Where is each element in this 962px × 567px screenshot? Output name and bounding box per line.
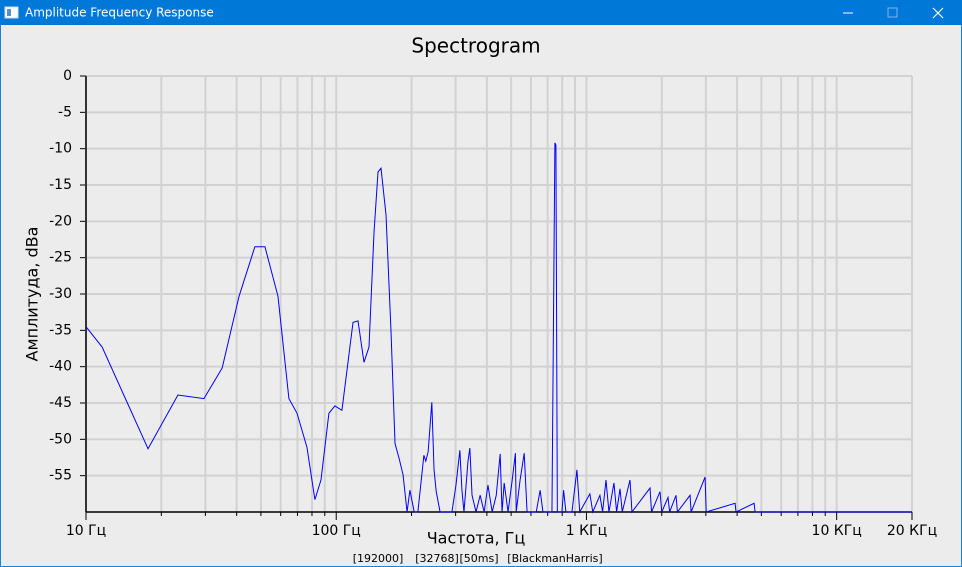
status-text: [192000]	[353, 552, 404, 565]
title-bar	[0, 0, 962, 25]
close-button[interactable]	[932, 7, 944, 19]
status-text: [32768]	[415, 552, 459, 565]
x-tick-label: 10 Гц	[66, 523, 106, 539]
y-tick-label: -35	[49, 322, 72, 338]
status-text: [BlackmanHarris]	[507, 552, 602, 565]
y-tick-label: -5	[58, 104, 72, 120]
y-tick-label: -10	[49, 141, 72, 157]
y-tick-label: 0	[63, 68, 72, 84]
y-axis-label: Амплитуда, dBa	[23, 227, 42, 362]
y-tick-label: -30	[49, 286, 72, 302]
x-tick-label: 10 КГц	[812, 523, 862, 539]
app-icon	[4, 6, 19, 19]
x-tick-label: 20 КГц	[887, 523, 937, 539]
spectrum-line	[85, 142, 912, 514]
x-tick-label: 100 Гц	[312, 523, 361, 539]
y-tick-label: -20	[49, 213, 72, 229]
status-text: [50ms]	[459, 552, 498, 565]
window-title: Amplitude Frequency Response	[25, 6, 214, 20]
chart-title: Spectrogram	[411, 34, 540, 58]
x-tick-label: 1 КГц	[566, 523, 607, 539]
y-tick-label: -45	[49, 395, 72, 411]
y-tick-label: -15	[49, 177, 72, 193]
app-icon-part	[7, 9, 11, 16]
x-axis-label: Частота, Гц	[427, 529, 526, 548]
y-tick-label: -50	[49, 431, 72, 447]
y-tick-label: -25	[49, 250, 72, 266]
maximize-button[interactable]	[887, 7, 898, 18]
y-tick-label: -40	[49, 359, 72, 375]
y-tick-label: -55	[49, 468, 72, 484]
